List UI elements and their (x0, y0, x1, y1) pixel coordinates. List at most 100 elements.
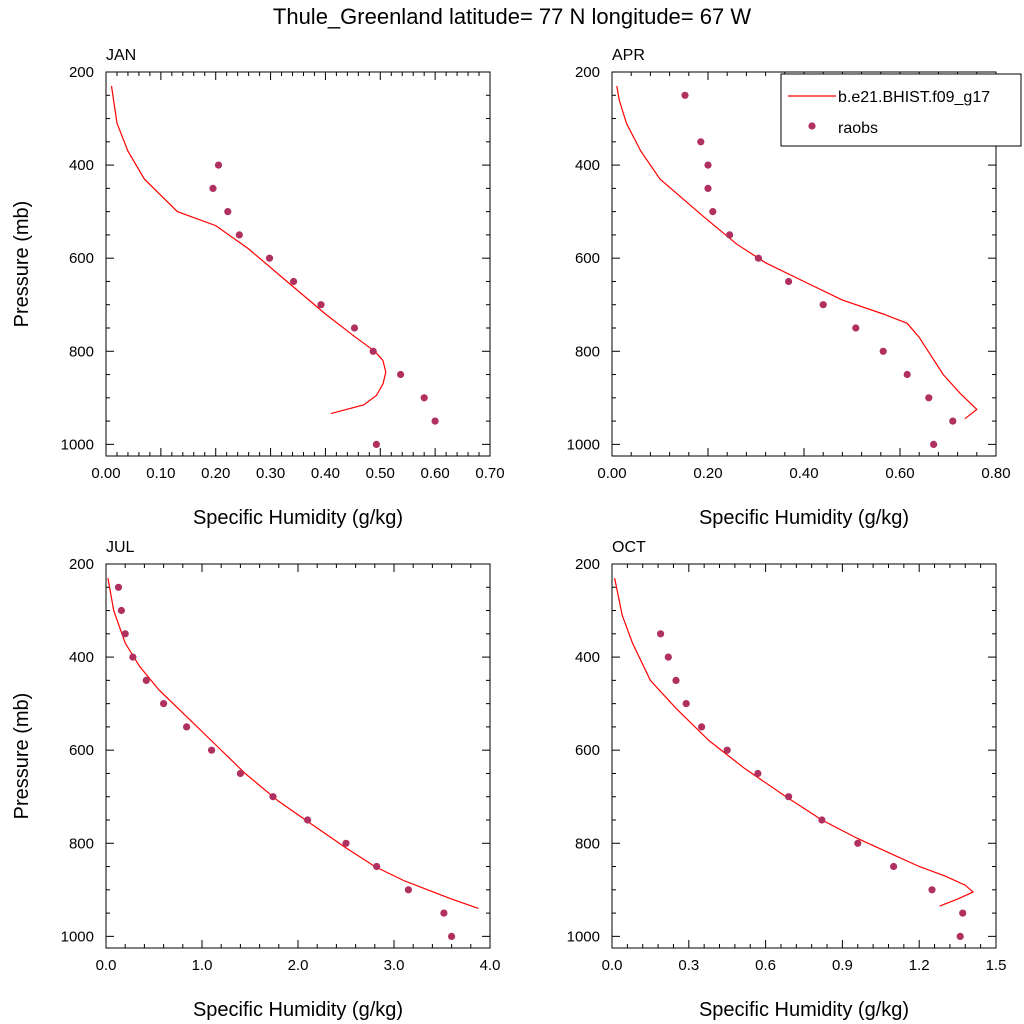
x-tick-label: 0.40 (311, 465, 340, 482)
y-tick-label: 600 (69, 250, 94, 267)
obs-point (704, 184, 712, 192)
x-tick-label: 0.0 (96, 957, 117, 974)
obs-point (342, 839, 350, 847)
plot-frame (105, 563, 491, 949)
obs-point (373, 862, 381, 871)
x-tick-label: 0.60 (421, 465, 450, 482)
obs-point (785, 277, 793, 286)
y-tick-label: 600 (575, 250, 600, 267)
panel-apr: 0.00 0.20 0.40 0.60 0.80 200 400 600 800 1000 APR S… (567, 47, 1011, 529)
x-tick-label: 0.10 (146, 465, 175, 482)
obs-point (818, 816, 826, 824)
x-tick-label: 0.20 (201, 465, 230, 482)
x-axis-title: Specific Humidity (g/kg) (699, 999, 909, 1021)
y-tick-label: 600 (575, 742, 600, 759)
series-line-model (107, 577, 479, 909)
panel-jan: 0.00 0.10 0.20 0.30 0.40 0.50 0.60 0.70 200 400 60… (11, 47, 505, 529)
y-tick-label: 800 (69, 343, 94, 360)
y-tick-label: 200 (69, 64, 94, 81)
obs-point (681, 91, 689, 99)
obs-point (448, 932, 456, 941)
y-tick-label: 800 (575, 343, 600, 360)
x-tick-label: 0.40 (789, 465, 818, 482)
obs-point (129, 653, 137, 661)
panel-title: JUL (106, 539, 135, 556)
obs-point (854, 839, 862, 847)
x-tick-label: 0.6 (755, 957, 776, 974)
series-line-model (614, 577, 975, 907)
x-tick-label: 4.0 (480, 957, 501, 974)
obs-point (317, 301, 325, 309)
obs-point (114, 583, 123, 591)
obs-point (369, 347, 377, 355)
obs-point (709, 208, 717, 216)
y-tick-label: 600 (69, 742, 94, 759)
y-tick-label: 200 (575, 64, 600, 81)
y-axis-title: Pressure (mb) (11, 201, 33, 328)
obs-point (698, 723, 706, 731)
obs-point (754, 254, 763, 262)
figure-title: Thule_Greenland latitude= 77 N longitude… (272, 4, 752, 29)
obs-point (404, 886, 412, 894)
legend-label-model: b.e21.BHIST.f09_g17 (838, 89, 990, 106)
series-line-model (616, 85, 978, 420)
y-axis-title: Pressure (mb) (11, 693, 33, 820)
obs-point (723, 746, 731, 754)
y-tick-label: 400 (575, 649, 600, 666)
obs-point (704, 161, 712, 169)
obs-point (236, 769, 244, 778)
obs-point (672, 676, 680, 685)
x-tick-label: 0.20 (693, 465, 722, 482)
x-tick-label: 0.9 (832, 957, 853, 974)
y-tick-label: 800 (69, 835, 94, 852)
obs-point (925, 394, 933, 402)
obs-point (420, 394, 428, 402)
obs-point (350, 324, 359, 332)
obs-point (819, 301, 827, 309)
x-tick-label: 0.60 (885, 465, 914, 482)
obs-point (224, 208, 232, 216)
obs-point (890, 862, 898, 871)
panel-oct: 0.0 0.3 0.6 0.9 1.2 1.5 200 400 600 800 1000 OCT Spe… (567, 539, 1007, 1021)
obs-point (697, 138, 705, 146)
x-tick-label: 0.00 (597, 465, 626, 482)
x-tick-label: 1.5 (986, 957, 1007, 974)
obs-point (440, 909, 448, 917)
obs-point (142, 676, 150, 685)
y-tick-label: 1000 (567, 928, 600, 945)
plot-frame (611, 563, 997, 949)
x-tick-label: 1.2 (909, 957, 930, 974)
y-tick-label: 400 (69, 157, 94, 174)
panel-title: OCT (612, 539, 646, 556)
obs-point (209, 184, 217, 192)
x-tick-label: 0.0 (602, 957, 623, 974)
panel-title: APR (612, 47, 645, 64)
obs-point (959, 909, 967, 917)
y-tick-label: 1000 (61, 928, 94, 945)
legend-label-obs: raobs (838, 120, 878, 137)
x-tick-label: 0.30 (256, 465, 285, 482)
plot-frame (105, 71, 491, 457)
y-tick-label: 200 (575, 556, 600, 573)
y-tick-label: 400 (575, 157, 600, 174)
obs-point (290, 277, 298, 286)
obs-point (304, 816, 312, 824)
x-axis-title: Specific Humidity (g/kg) (193, 999, 403, 1021)
x-tick-label: 0.00 (91, 465, 120, 482)
x-axis-title: Specific Humidity (g/kg) (699, 507, 909, 529)
panel-jul: 0.0 1.0 2.0 3.0 4.0 200 400 600 800 1000 JUL Specif… (11, 539, 500, 1021)
obs-point (930, 440, 938, 448)
obs-point (208, 746, 216, 754)
x-tick-label: 0.70 (475, 465, 504, 482)
obs-point (269, 793, 277, 801)
x-tick-label: 2.0 (288, 957, 309, 974)
series-line-model (110, 85, 387, 415)
obs-point (956, 932, 964, 941)
obs-point (879, 347, 887, 355)
x-tick-label: 1.0 (192, 957, 213, 974)
x-tick-label: 0.50 (366, 465, 395, 482)
obs-point (372, 440, 380, 448)
y-tick-label: 1000 (61, 436, 94, 453)
